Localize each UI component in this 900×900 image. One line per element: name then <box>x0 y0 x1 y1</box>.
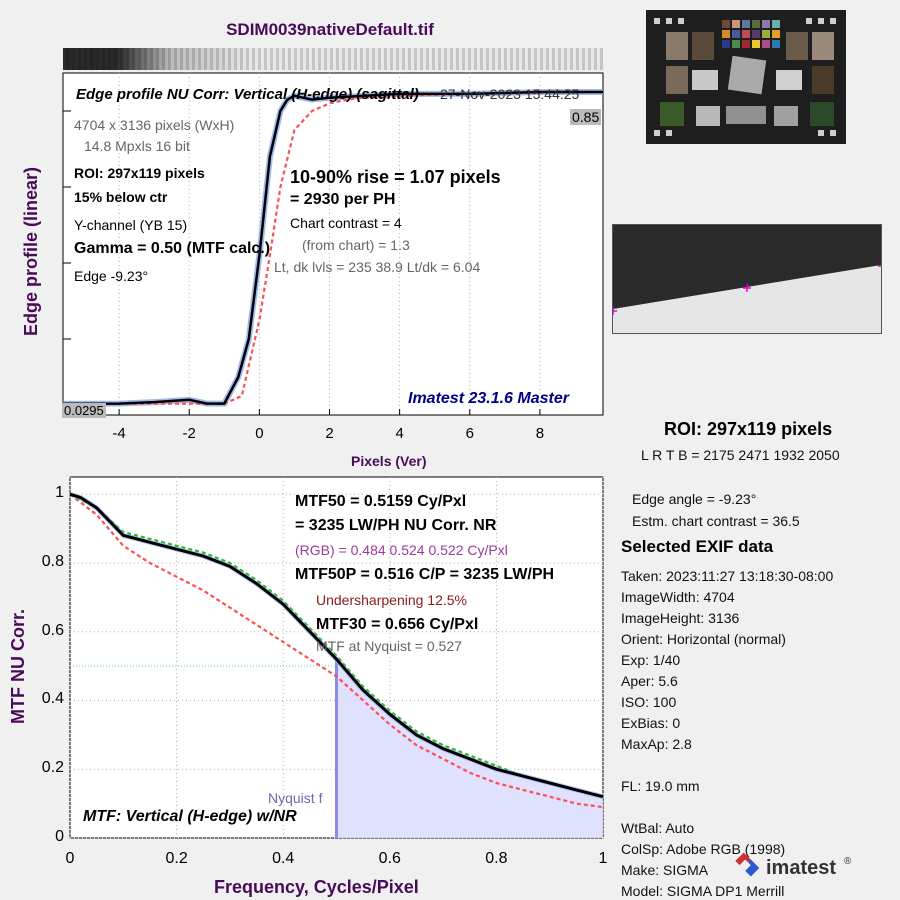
mtf-ytick-label: 0.6 <box>41 621 64 639</box>
edge-xtick-label: 6 <box>465 425 474 442</box>
edge-ylabel: Edge profile (linear) <box>21 166 41 336</box>
nyquist-mtf-line: MTF at Nyquist = 0.527 <box>316 638 462 654</box>
exif-line: ImageHeight: 3136 <box>621 610 740 626</box>
edge-curves <box>62 89 604 407</box>
page-title: SDIM0039nativeDefault.tif <box>226 20 434 39</box>
mtf-ytick-label: 0.2 <box>41 759 64 777</box>
edge-red-curve <box>62 90 604 405</box>
mtf-ytick-label: 0.8 <box>41 552 64 570</box>
channel-line: Y-channel (YB 15) <box>74 217 188 233</box>
exif-line: ImageWidth: 4704 <box>621 589 735 605</box>
nyquist-label: Nyquist f <box>268 790 323 806</box>
mtf-ytick-label: 0 <box>55 828 64 845</box>
exif-line: Aper: 5.6 <box>621 673 678 689</box>
roi-line: ROI: 297x119 pixels <box>74 165 205 181</box>
edge-plot-frame <box>62 72 604 416</box>
mtf-xtick-label: 0.6 <box>378 850 401 867</box>
exif-line: Orient: Horizontal (normal) <box>621 631 786 647</box>
mtf50-line: MTF50 = 0.5159 Cy/Pxl <box>295 493 467 510</box>
logo-text: imatest <box>766 857 836 879</box>
edge-xtick-label: 8 <box>535 425 545 442</box>
below-line: 15% below ctr <box>74 189 168 205</box>
mtf-red-curve <box>69 493 604 809</box>
exif-title: Selected EXIF data <box>621 537 774 556</box>
mtf-xtick-label: 0.8 <box>485 850 508 867</box>
contrast-line: Chart contrast = 4 <box>290 215 402 231</box>
test-chart-thumbnail <box>646 10 846 144</box>
mtf30-line: MTF30 = 0.656 Cy/Pxl <box>316 616 479 633</box>
edge-xtick-label: -4 <box>112 425 126 442</box>
mtf-grid <box>69 477 604 839</box>
mtf-black-curve <box>69 492 604 799</box>
roi-lrtb: L R T B = 2175 2471 1932 2050 <box>641 447 840 463</box>
mtf-xtick-label: 0.2 <box>165 850 188 867</box>
levels-line: Lt, dk lvls = 235 38.9 Lt/dk = 6.04 <box>274 259 481 275</box>
exif-line: Make: SIGMA <box>621 862 709 878</box>
exif-line: WtBal: Auto <box>621 820 695 836</box>
undersharp-line: Undersharpening 12.5% <box>316 592 467 608</box>
mtf-xtick-label: 0.4 <box>272 850 295 867</box>
size-line: 4704 x 3136 pixels (WxH) <box>74 117 235 133</box>
lwph-line: = 3235 LW/PH NU Corr. NR <box>295 517 497 534</box>
gamma-line: Gamma = 0.50 (MTF calc.) <box>74 240 271 257</box>
mpxls-line: 14.8 Mpxls 16 bit <box>84 138 190 154</box>
rgb-line: (RGB) = 0.484 0.524 0.522 Cy/Pxl <box>295 542 508 558</box>
mtf-xtick-label: 0 <box>65 850 75 867</box>
edge-angle: Edge angle = -9.23° <box>632 491 757 507</box>
exif-line: Exp: 1/40 <box>621 652 681 668</box>
mtf-ytick-label: 0.4 <box>41 690 64 708</box>
exif-line: ISO: 100 <box>621 694 677 710</box>
mtf-xlabel: Frequency, Cycles/Pixel <box>214 877 419 897</box>
top-value-label: 0.85 <box>570 109 602 125</box>
exif-line: MaxAp: 2.8 <box>621 736 692 752</box>
estm-contrast: Estm. chart contrast = 36.5 <box>632 513 800 529</box>
mtf50p-line: MTF50P = 0.516 C/P = 3235 LW/PH <box>295 566 555 583</box>
mtf-footer: MTF: Vertical (H-edge) w/NR <box>83 808 297 825</box>
edge-date: 27-Nov-2023 15:44:25 <box>440 86 580 102</box>
bottom-value-label: 0.0295 <box>62 403 106 418</box>
edge-header: Edge profile NU Corr: Vertical (H-edge) … <box>76 86 419 103</box>
edge-xtick-label: 2 <box>325 425 334 442</box>
mtf-xtick-label: 1 <box>598 850 608 867</box>
watermark: Imatest 23.1.6 Master <box>408 390 569 407</box>
exif-line: FL: 19.0 mm <box>621 778 700 794</box>
edge-xtick-label: 0 <box>255 425 264 442</box>
exif-line: Model: SIGMA DP1 Merrill <box>621 883 785 899</box>
edge-xtick-label: 4 <box>395 425 404 442</box>
edge-black-curve <box>62 90 603 406</box>
svg-text:®: ® <box>844 856 852 867</box>
edge-xlabel: Pixels (Ver) <box>351 453 427 469</box>
mtf-ytick-label: 1 <box>55 484 64 502</box>
edge-angle-line: Edge -9.23° <box>74 268 149 284</box>
rise-line: 10-90% rise = 1.07 pixels <box>290 167 501 187</box>
exif-line: ExBias: 0 <box>621 715 681 731</box>
exif-line: Taken: 2023:11:27 13:18:30-08:00 <box>621 568 834 584</box>
edge-grid <box>63 73 541 415</box>
from-chart-line: (from chart) = 1.3 <box>302 237 410 253</box>
edge-xtick-label: -2 <box>182 425 196 442</box>
per-ph-line: = 2930 per PH <box>290 191 396 208</box>
roi-title: ROI: 297x119 pixels <box>664 419 833 439</box>
imatest-logo: imatest ® <box>732 852 862 889</box>
edge-roi-crop <box>612 224 882 334</box>
mtf-curves <box>69 491 604 838</box>
